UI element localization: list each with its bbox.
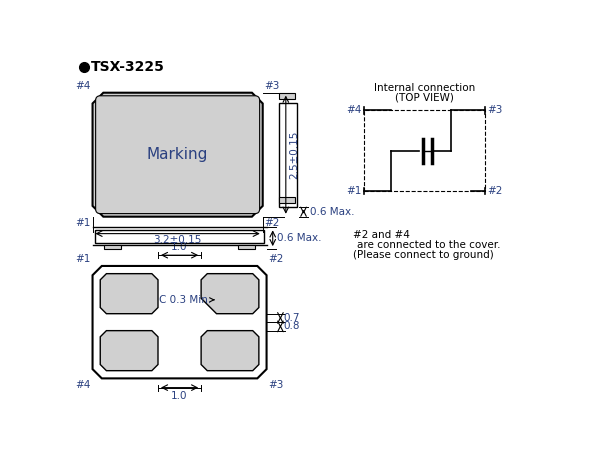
Text: #1: #1 [76,254,91,264]
Text: #3: #3 [268,380,283,390]
Bar [364,110,485,191]
Text: 1.0: 1.0 [171,391,188,401]
Polygon shape [100,274,158,314]
Text: 0.7: 0.7 [283,313,300,323]
Text: #2: #2 [487,186,503,196]
Text: Marking: Marking [147,147,208,162]
Text: #4: #4 [76,380,91,390]
Text: #4: #4 [76,81,91,91]
Text: #2: #2 [268,254,283,264]
Text: 2.5±0.15: 2.5±0.15 [289,130,299,179]
Text: 0.8: 0.8 [283,321,300,332]
Text: 0.6 Max.: 0.6 Max. [278,233,322,243]
Text: #2 and #4: #2 and #4 [353,230,410,240]
Polygon shape [201,274,259,314]
Text: #1: #1 [76,218,91,228]
Text: (Please connect to ground): (Please connect to ground) [353,250,493,260]
Polygon shape [93,93,263,217]
Polygon shape [93,266,267,378]
Text: 1.0: 1.0 [171,242,188,252]
Text: #3: #3 [264,81,280,91]
Bar [104,245,121,249]
Polygon shape [201,331,259,371]
Bar [279,197,295,203]
Text: 0.6 Max.: 0.6 Max. [310,207,354,217]
Bar [238,245,255,249]
Text: #4: #4 [347,106,362,115]
Bar [279,93,295,99]
Text: TSX-3225: TSX-3225 [91,60,165,74]
Text: are connected to the cover.: are connected to the cover. [358,240,501,250]
FancyBboxPatch shape [95,96,260,214]
Text: C 0.3 Min.: C 0.3 Min. [159,295,214,305]
Text: (TOP VIEW): (TOP VIEW) [396,93,454,103]
Bar [279,103,296,207]
Text: #1: #1 [347,186,362,196]
Text: #3: #3 [487,106,503,115]
Polygon shape [100,331,158,371]
Text: 3.2±0.15: 3.2±0.15 [154,235,202,245]
Text: Internal connection: Internal connection [374,83,476,93]
Bar [95,230,264,243]
Text: #2: #2 [264,218,280,228]
